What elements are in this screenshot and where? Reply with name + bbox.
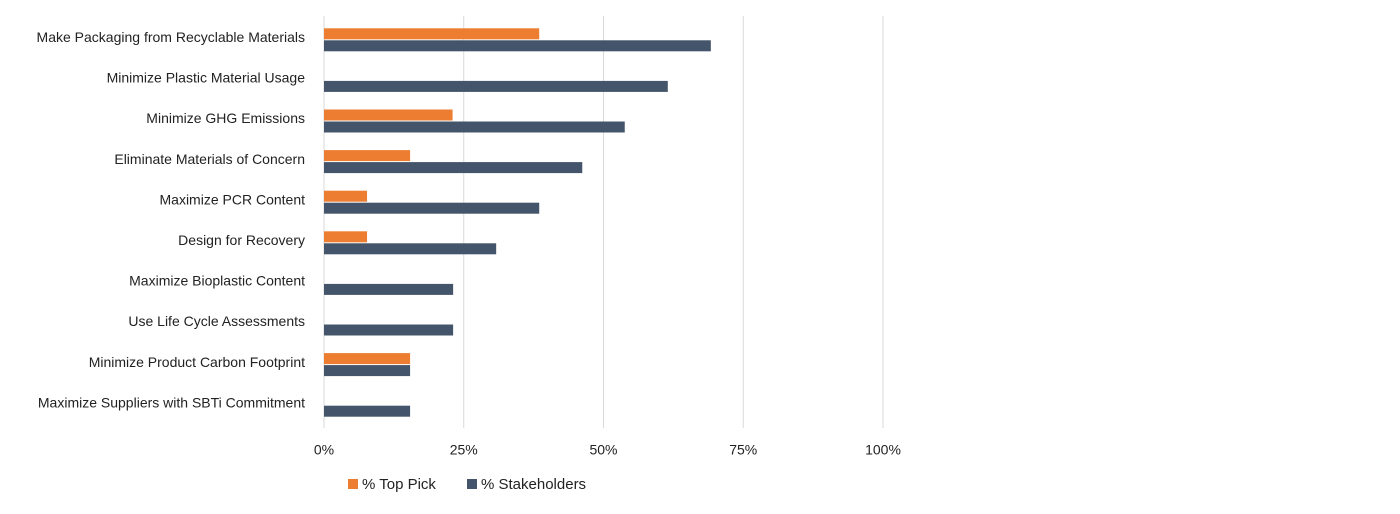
bar-stakeholders-3 [324,162,583,174]
bar-stakeholders-1 [324,80,668,92]
legend-swatch-1 [467,479,477,489]
bar-top-pick-8 [324,353,411,365]
bars [324,28,711,417]
x-tick-label: 50% [589,442,617,458]
category-label: Maximize Bioplastic Content [129,273,305,289]
bar-stakeholders-0 [324,40,711,52]
x-tick-label: 100% [865,442,901,458]
bar-stakeholders-6 [324,283,454,295]
x-tick-label: 25% [450,442,478,458]
category-label: Maximize Suppliers with SBTi Commitment [38,394,305,410]
bar-stakeholders-8 [324,365,411,377]
category-label: Eliminate Materials of Concern [114,151,305,167]
bar-stakeholders-2 [324,121,625,133]
bar-top-pick-2 [324,109,453,121]
bar-stakeholders-9 [324,405,411,417]
bar-top-pick-5 [324,231,368,243]
x-tick-label: 0% [314,442,334,458]
category-label: Design for Recovery [178,232,305,248]
category-label: Minimize Plastic Material Usage [107,70,306,86]
category-label: Use Life Cycle Assessments [128,313,305,329]
x-tick-label: 75% [729,442,757,458]
x-axis-ticks: 0% 25% 50% 75% 100% [314,442,901,458]
legend-swatch-0 [348,479,358,489]
category-label: Make Packaging from Recyclable Materials [37,29,305,45]
category-label: Maximize PCR Content [160,191,306,207]
category-labels: Make Packaging from Recyclable Materials… [37,29,306,410]
bar-stakeholders-5 [324,243,497,255]
legend: % Top Pick % Stakeholders [348,476,586,493]
category-label: Minimize Product Carbon Footprint [89,354,305,370]
bar-stakeholders-4 [324,202,540,214]
legend-label-0: % Top Pick [362,476,436,493]
bar-stakeholders-7 [324,324,454,336]
category-label: Minimize GHG Emissions [146,110,305,126]
legend-label-1: % Stakeholders [481,476,586,493]
bar-top-pick-0 [324,28,540,40]
bar-top-pick-4 [324,190,368,202]
bar-top-pick-3 [324,150,411,162]
